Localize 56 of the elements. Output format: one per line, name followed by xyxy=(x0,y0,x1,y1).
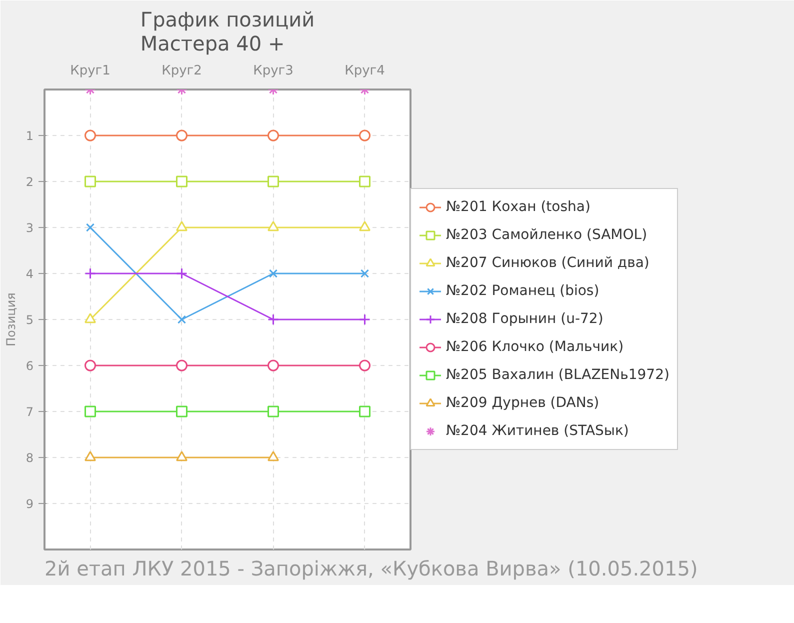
point xyxy=(359,360,370,372)
point xyxy=(84,406,96,418)
y-axis-title: Позиция xyxy=(4,292,18,346)
point xyxy=(268,360,279,372)
point xyxy=(268,450,279,462)
point xyxy=(268,220,279,232)
legend-label: №208 Горынин (u-72) xyxy=(446,311,604,327)
y-tick-label: 4 xyxy=(26,267,34,281)
point xyxy=(84,450,96,462)
text: 2й етап ЛКУ 2015 - Запоріжжя, «Кубкова Вирва» (10.05.2015) xyxy=(44,556,698,580)
point xyxy=(359,314,370,326)
point xyxy=(176,268,188,280)
x-tick-label: Круг1 xyxy=(70,64,110,78)
y-tick-label: 5 xyxy=(26,313,34,327)
point xyxy=(176,130,188,142)
point xyxy=(359,176,370,188)
x-tick-label: Круг4 xyxy=(344,64,385,78)
y-tick-label: 7 xyxy=(26,405,34,419)
x-tick-label: Круг3 xyxy=(253,64,294,78)
legend-label: №207 Синюков (Синий два) xyxy=(446,255,650,271)
legend-label: №203 Самойленко (SAMOL) xyxy=(446,227,648,243)
point xyxy=(84,130,96,142)
point xyxy=(84,312,96,324)
point xyxy=(176,406,188,418)
point xyxy=(359,130,370,142)
point xyxy=(176,176,188,188)
point xyxy=(176,360,188,372)
point xyxy=(268,269,278,278)
point xyxy=(360,269,370,278)
y-tick-label: 9 xyxy=(26,497,34,511)
point xyxy=(84,360,96,372)
point xyxy=(176,450,188,462)
legend-label: №209 Дурнев (DANs) xyxy=(446,395,600,411)
legend-label: №204 Житинев (STASык) xyxy=(446,423,629,439)
point xyxy=(84,176,96,188)
point xyxy=(176,220,188,232)
point xyxy=(268,314,279,326)
y-tick-label: 1 xyxy=(26,129,34,143)
legend-label: №205 Вахалин (BLAZENь1972) xyxy=(446,367,670,383)
point xyxy=(177,315,186,324)
point xyxy=(268,130,279,142)
point xyxy=(86,223,95,232)
y-tick-label: 8 xyxy=(26,451,34,465)
point xyxy=(268,176,279,188)
y-tick-label: 3 xyxy=(26,221,34,235)
point xyxy=(359,220,370,232)
legend-label: №201 Кохан (tosha) xyxy=(446,199,590,215)
legend-label: №206 Клочко (Мальчик) xyxy=(446,339,624,355)
legend-label: №202 Романец (bios) xyxy=(446,283,600,299)
chart-title: График позиций Мастера 40 + xyxy=(140,8,315,56)
point xyxy=(359,406,370,418)
point xyxy=(84,268,96,280)
point xyxy=(268,406,279,418)
x-tick-label: Круг2 xyxy=(162,64,202,78)
y-tick-label: 2 xyxy=(26,175,34,189)
y-tick-label: 6 xyxy=(26,359,34,373)
